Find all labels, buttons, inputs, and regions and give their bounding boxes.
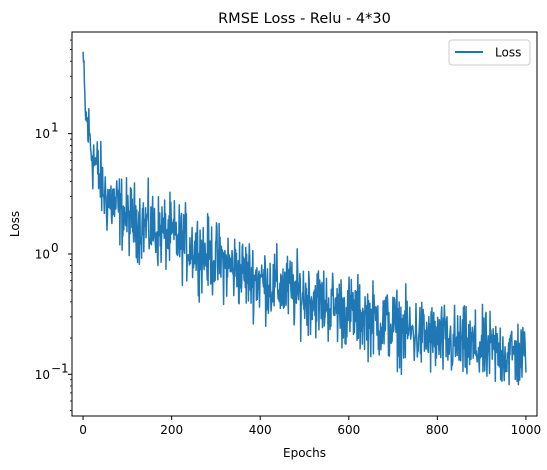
x-tick-label: 800 — [426, 423, 449, 437]
y-tick-exponent: 1 — [51, 121, 59, 135]
x-axis: 0 200 400 600 800 1000 — [79, 416, 541, 437]
y-tick-label: 10 — [35, 127, 50, 141]
x-tick-label: 1000 — [511, 423, 542, 437]
x-tick-label: 200 — [160, 423, 183, 437]
y-tick-label: 10 — [35, 247, 50, 261]
y-tick-exponent: −1 — [51, 361, 69, 375]
y-axis-label: Loss — [8, 211, 22, 237]
legend-box — [448, 39, 531, 66]
series-line-loss — [82, 51, 527, 386]
plot-area — [71, 31, 538, 417]
chart-title: RMSE Loss - Relu - 4*30 — [218, 11, 391, 27]
x-tick-label: 0 — [79, 423, 87, 437]
y-tick-exponent: 0 — [51, 241, 59, 255]
y-tick-label: 10 — [35, 368, 50, 382]
series-layer — [82, 51, 527, 386]
x-tick-label: 600 — [337, 423, 360, 437]
legend-label-loss: Loss — [495, 46, 521, 60]
x-tick-label: 400 — [249, 423, 272, 437]
x-axis-label: Epochs — [283, 446, 326, 460]
legend: Loss — [448, 39, 531, 66]
